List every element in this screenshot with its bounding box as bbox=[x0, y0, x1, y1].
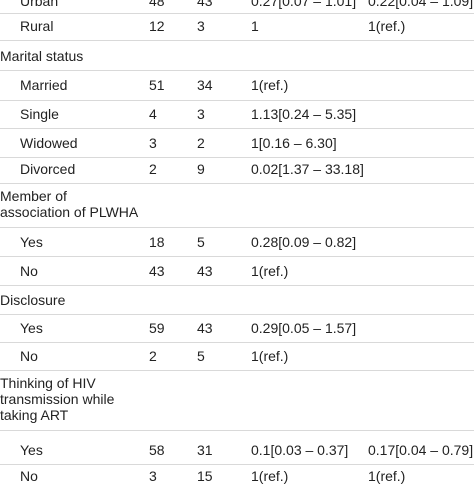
count-a: 51 bbox=[149, 77, 165, 93]
table-row: Yes 18 5 0.28[0.09 – 0.82] bbox=[0, 232, 474, 252]
row-label: No bbox=[20, 348, 38, 364]
table-row: No 2 5 1(ref.) bbox=[0, 346, 474, 366]
count-b: 5 bbox=[197, 348, 205, 364]
crude-or: 0.02[1.37 – 33.18] bbox=[251, 161, 364, 177]
row-divider bbox=[0, 100, 474, 101]
crude-or: 1.13[0.24 – 5.35] bbox=[251, 106, 357, 122]
group-header: Marital status bbox=[0, 46, 474, 66]
table-row: Widowed 3 2 1[0.16 – 6.30] bbox=[0, 133, 474, 153]
table-row: Yes 59 43 0.29[0.05 – 1.57] bbox=[0, 318, 474, 338]
row-divider bbox=[0, 70, 474, 71]
row-divider bbox=[0, 370, 474, 371]
count-a: 2 bbox=[149, 348, 157, 364]
adjusted-or: 1(ref.) bbox=[368, 468, 406, 484]
count-b: 43 bbox=[197, 263, 213, 279]
row-divider bbox=[0, 13, 474, 14]
count-a: 59 bbox=[149, 320, 165, 336]
row-divider bbox=[0, 128, 474, 129]
count-b: 34 bbox=[197, 77, 213, 93]
table-row: Yes 58 31 0.1[0.03 – 0.37] 0.17[0.04 – 0… bbox=[0, 440, 474, 460]
table-row: Divorced 2 9 0.02[1.37 – 33.18] bbox=[0, 159, 474, 179]
row-divider bbox=[0, 256, 474, 257]
count-b: 3 bbox=[197, 18, 205, 34]
table-row: Urban 48 43 0.27[0.07 – 1.01] 0.22[0.04 … bbox=[0, 0, 474, 11]
group-label-line: taking ART bbox=[0, 407, 69, 423]
row-divider bbox=[0, 342, 474, 343]
row-divider bbox=[0, 227, 474, 228]
row-label: No bbox=[20, 263, 38, 279]
row-label: Yes bbox=[20, 442, 43, 458]
row-divider bbox=[0, 314, 474, 315]
count-b: 31 bbox=[197, 442, 213, 458]
row-divider bbox=[0, 183, 474, 184]
group-label-line: transmission while bbox=[0, 391, 115, 407]
count-a: 12 bbox=[149, 18, 165, 34]
group-label: Disclosure bbox=[0, 292, 66, 308]
count-b: 5 bbox=[197, 234, 205, 250]
count-a: 3 bbox=[149, 468, 157, 484]
adjusted-or: 0.17[0.04 – 0.79] bbox=[368, 442, 474, 458]
count-a: 43 bbox=[149, 263, 165, 279]
crude-or: 0.29[0.05 – 1.57] bbox=[251, 320, 357, 336]
row-label: Divorced bbox=[20, 161, 76, 177]
count-a: 4 bbox=[149, 106, 157, 122]
row-label: Rural bbox=[20, 18, 54, 34]
count-b: 43 bbox=[197, 0, 213, 9]
adjusted-or: 1(ref.) bbox=[368, 18, 406, 34]
count-a: 48 bbox=[149, 0, 165, 9]
row-divider bbox=[0, 285, 474, 286]
row-divider bbox=[0, 430, 474, 431]
row-label: Yes bbox=[20, 320, 43, 336]
row-label: Urban bbox=[20, 0, 59, 9]
count-a: 18 bbox=[149, 234, 165, 250]
crude-or: 1(ref.) bbox=[251, 263, 289, 279]
crude-or: 0.1[0.03 – 0.37] bbox=[251, 442, 349, 458]
group-label: Marital status bbox=[0, 48, 84, 64]
table-row: Single 4 3 1.13[0.24 – 5.35] bbox=[0, 104, 474, 124]
crude-or: 0.27[0.07 – 1.01] bbox=[251, 0, 357, 9]
count-a: 2 bbox=[149, 161, 157, 177]
table-row: Rural 12 3 1 1(ref.) bbox=[0, 16, 474, 36]
group-header: Disclosure bbox=[0, 290, 474, 310]
count-b: 15 bbox=[197, 468, 213, 484]
adjusted-or: 0.22[0.04 – 1.09] bbox=[368, 0, 474, 9]
crude-or: 1(ref.) bbox=[251, 468, 289, 484]
crude-or: 1(ref.) bbox=[251, 348, 289, 364]
row-divider bbox=[0, 464, 474, 465]
table-row: No 3 15 1(ref.) 1(ref.) bbox=[0, 466, 474, 486]
row-label: Widowed bbox=[20, 135, 78, 151]
row-label: No bbox=[20, 468, 38, 484]
count-b: 9 bbox=[197, 161, 205, 177]
count-b: 3 bbox=[197, 106, 205, 122]
crude-or: 1 bbox=[251, 18, 259, 34]
count-a: 58 bbox=[149, 442, 165, 458]
crude-or: 0.28[0.09 – 0.82] bbox=[251, 234, 357, 250]
group-header: Thinking of HIV transmission while takin… bbox=[0, 375, 200, 423]
crude-or: 1[0.16 – 6.30] bbox=[251, 135, 337, 151]
count-b: 43 bbox=[197, 320, 213, 336]
count-a: 3 bbox=[149, 135, 157, 151]
group-header: Member of association of PLWHA bbox=[0, 188, 200, 220]
count-b: 2 bbox=[197, 135, 205, 151]
group-label-line: association of PLWHA bbox=[0, 204, 139, 220]
crude-or: 1(ref.) bbox=[251, 77, 289, 93]
row-label: Single bbox=[20, 106, 59, 122]
row-label: Yes bbox=[20, 234, 43, 250]
row-divider bbox=[0, 40, 474, 41]
row-label: Married bbox=[20, 77, 68, 93]
table-row: Married 51 34 1(ref.) bbox=[0, 75, 474, 95]
row-divider bbox=[0, 157, 474, 158]
table-row: No 43 43 1(ref.) bbox=[0, 261, 474, 281]
group-label-line: Member of bbox=[0, 188, 67, 204]
group-label-line: Thinking of HIV bbox=[0, 375, 96, 391]
